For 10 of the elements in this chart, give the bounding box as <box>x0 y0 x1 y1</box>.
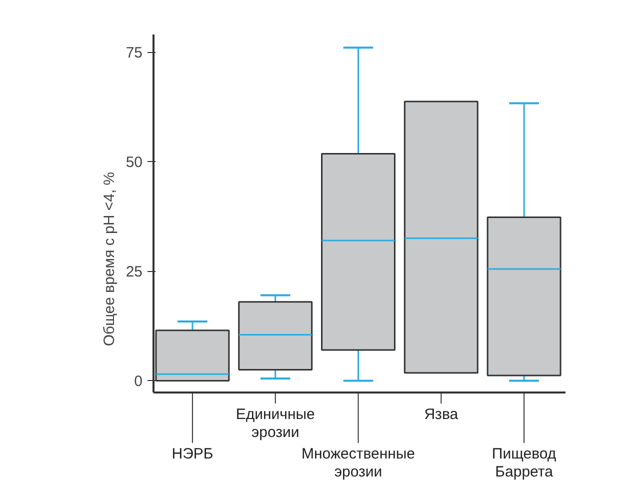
y-tick-label: 0 <box>134 373 142 390</box>
y-tick-label: 50 <box>126 154 143 172</box>
x-tick-label: НЭРБ <box>172 446 214 463</box>
x-tick-label: Язва <box>424 406 459 424</box>
y-axis-title: Общее время с pH <4, % <box>100 172 118 346</box>
x-tick-label: Пищевод Баррета <box>492 446 556 480</box>
y-tick-label: 25 <box>126 264 143 281</box>
x-tick-label: Единичные эрозии <box>236 406 315 441</box>
x-tick-label: Множественные эрозии <box>301 446 416 480</box>
y-tick-label: 75 <box>126 44 143 62</box>
